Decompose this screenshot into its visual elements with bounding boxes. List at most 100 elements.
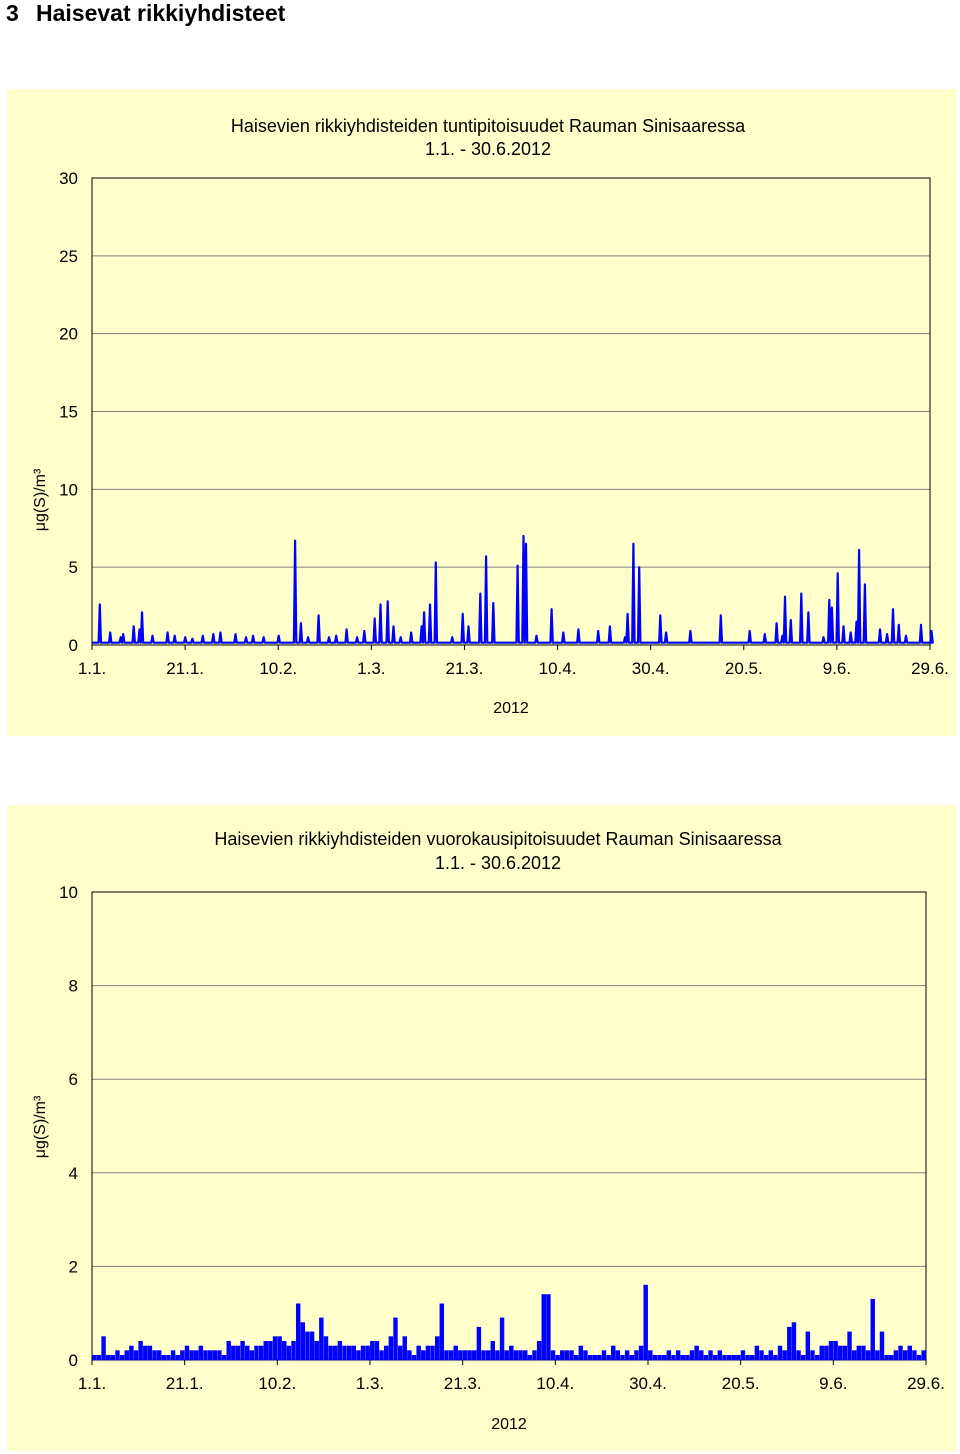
daily-bar <box>699 1350 704 1361</box>
y-tick-label: 2 <box>69 1257 78 1276</box>
daily-bar <box>865 1350 871 1361</box>
daily-bar <box>851 1350 857 1361</box>
daily-bar <box>828 1340 834 1361</box>
daily-bar <box>902 1350 908 1361</box>
daily-bar <box>291 1340 296 1361</box>
daily-bar <box>110 1354 116 1361</box>
daily-bar <box>773 1354 778 1361</box>
plot-area-frame <box>91 177 931 646</box>
daily-bar <box>272 1336 278 1361</box>
daily-bar <box>268 1340 273 1361</box>
daily-bar <box>203 1350 208 1361</box>
daily-bar <box>546 1294 551 1361</box>
y-tick-label: 30 <box>59 169 78 188</box>
daily-bar <box>805 1331 811 1361</box>
y-tick-label: 0 <box>69 1351 78 1370</box>
daily-bar <box>666 1350 672 1361</box>
daily-bar <box>495 1350 500 1361</box>
daily-bar <box>434 1336 440 1361</box>
daily-bar <box>143 1345 148 1361</box>
daily-bar <box>351 1345 356 1361</box>
gridlines <box>91 255 931 650</box>
daily-bar <box>787 1326 792 1361</box>
daily-bar <box>620 1354 625 1361</box>
daily-bar <box>407 1350 412 1361</box>
daily-bar <box>731 1354 736 1361</box>
daily-bar <box>305 1331 310 1361</box>
daily-bar <box>476 1326 482 1361</box>
daily-bar <box>884 1354 889 1361</box>
daily-bar <box>791 1322 797 1361</box>
section-title: Haisevat rikkiyhdisteet <box>36 0 286 26</box>
daily-bar <box>838 1345 843 1361</box>
daily-bar <box>370 1340 375 1361</box>
daily-bar <box>152 1350 157 1361</box>
daily-bar <box>657 1354 662 1361</box>
data-series <box>92 534 934 644</box>
daily-bar <box>671 1354 676 1361</box>
daily-bar <box>207 1350 213 1361</box>
daily-bar <box>254 1345 259 1361</box>
daily-bar <box>518 1350 523 1361</box>
x-tick-label: 10.2. <box>258 1374 296 1393</box>
daily-bar <box>444 1350 449 1361</box>
daily-bar <box>439 1303 445 1361</box>
x-tick-label: 1.3. <box>357 659 385 678</box>
daily-bar <box>235 1345 241 1361</box>
x-tick-label: 21.1. <box>166 1374 204 1393</box>
daily-bar <box>916 1354 922 1361</box>
daily-bar <box>587 1354 593 1361</box>
daily-bar <box>555 1354 560 1361</box>
daily-bar <box>481 1350 486 1361</box>
daily-bar <box>249 1350 255 1361</box>
daily-bar <box>712 1354 718 1361</box>
y-tick-label: 25 <box>59 247 78 266</box>
x-tick-label: 10.2. <box>259 659 297 678</box>
chart-title: Haisevien rikkiyhdisteiden tuntipitoisuu… <box>231 116 746 136</box>
x-tick-label: 21.3. <box>446 659 484 678</box>
daily-bar <box>240 1340 245 1361</box>
daily-bar <box>333 1345 338 1361</box>
daily-bar <box>763 1354 769 1361</box>
daily-bar <box>365 1345 370 1361</box>
chart-subtitle: 1.1. - 30.6.2012 <box>425 139 551 159</box>
y-axis-label: μg(S)/m³ <box>32 468 49 531</box>
daily-bar <box>416 1345 421 1361</box>
daily-bar <box>393 1317 398 1361</box>
daily-bar <box>323 1336 329 1361</box>
chart-subtitle: 1.1. - 30.6.2012 <box>435 853 561 873</box>
daily-bar <box>328 1345 333 1361</box>
y-tick-label: 20 <box>59 325 78 344</box>
x-tick-label: 21.3. <box>444 1374 482 1393</box>
daily-bar <box>245 1345 250 1361</box>
daily-bar <box>263 1340 268 1361</box>
hourly-concentration-line <box>92 534 934 644</box>
daily-bar <box>661 1354 667 1361</box>
daily-bar <box>611 1345 616 1361</box>
daily-bar <box>629 1354 634 1361</box>
daily-bar <box>421 1350 426 1361</box>
daily-bar <box>601 1350 607 1361</box>
daily-bar <box>736 1354 741 1361</box>
daily-bar <box>550 1350 556 1361</box>
daily-bar <box>282 1340 287 1361</box>
daily-bar <box>842 1345 848 1361</box>
x-tick-label: 21.1. <box>166 659 204 678</box>
daily-bar <box>573 1354 579 1361</box>
daily-bar <box>740 1350 746 1361</box>
daily-bar <box>175 1354 180 1361</box>
daily-bar <box>184 1345 190 1361</box>
daily-bar <box>870 1298 875 1361</box>
daily-bar <box>578 1345 584 1361</box>
daily-bar <box>319 1317 324 1361</box>
daily-bar <box>212 1350 217 1361</box>
x-tick-label: 1.1. <box>78 1374 106 1393</box>
daily-bar <box>907 1345 912 1361</box>
x-tick-labels: 1.1. 21.1. 10.2. 1.3. 21.3. 10.4. 30.4. 20.5. 9.… <box>78 659 949 678</box>
daily-bar <box>527 1354 533 1361</box>
daily-bar <box>532 1350 537 1361</box>
daily-bar <box>397 1345 403 1361</box>
daily-bar <box>231 1345 236 1361</box>
daily-bar <box>652 1354 658 1361</box>
daily-bar <box>569 1350 574 1361</box>
